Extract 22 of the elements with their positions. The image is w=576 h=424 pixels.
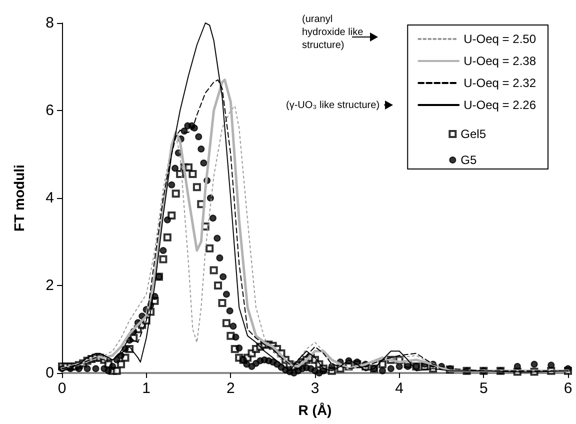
x-tick-label: 1 — [142, 380, 151, 397]
x-tick-label: 4 — [395, 380, 404, 397]
annotation: (γ-UO₃ like structure) — [286, 100, 380, 111]
legend-label: G5 — [460, 153, 477, 167]
x-tick-label: 0 — [58, 380, 66, 397]
y-axis-title: FT moduli — [11, 164, 27, 232]
y-tick-label: 4 — [46, 190, 54, 206]
y-tick-label: 2 — [46, 277, 54, 294]
legend-label: U-Oeq = 2.50 — [464, 32, 536, 46]
x-tick-label: 5 — [479, 380, 488, 397]
annotation: (uranyl hydroxide like structure) — [302, 14, 366, 51]
x-tick-label: 6 — [564, 380, 572, 397]
x-tick-label: 2 — [226, 380, 235, 397]
y-tick-label: 0 — [46, 364, 54, 382]
x-tick-label: 3 — [310, 380, 320, 397]
legend-label: Gel5 — [460, 127, 486, 141]
x-axis-title: R (Å) — [298, 402, 332, 418]
legend-label: U-Oeq = 2.32 — [464, 76, 536, 90]
legend-label: U-Oeq = 2.26 — [464, 98, 536, 112]
y-tick-label: 6 — [46, 102, 54, 119]
legend-label: U-Oeq = 2.38 — [464, 54, 536, 68]
y-tick-label: 8 — [46, 14, 54, 32]
